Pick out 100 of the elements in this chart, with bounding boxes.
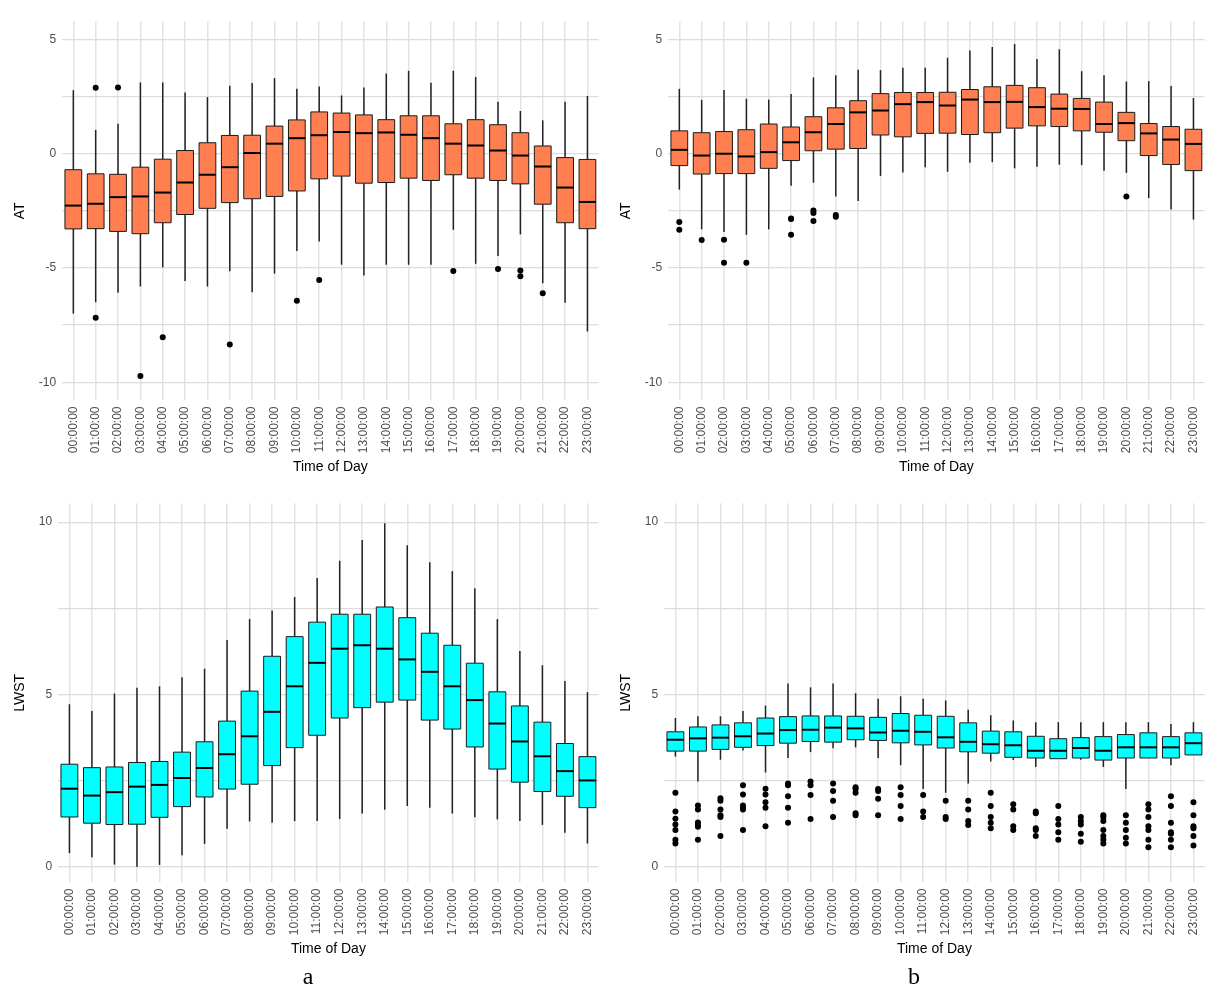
x-tick-label: 22:00:00 xyxy=(1163,406,1178,454)
x-tick-label: 04:00:00 xyxy=(155,406,170,454)
text: b xyxy=(908,962,920,990)
y-tick-label: 0 xyxy=(45,859,53,874)
y-tick-label: 5 xyxy=(655,31,663,46)
x-tick-label: 04:00:00 xyxy=(761,406,776,454)
x-tick-label: 19:00:00 xyxy=(489,888,504,936)
x-tick-label: 19:00:00 xyxy=(1095,888,1110,936)
y-axis-title: AT xyxy=(11,201,28,220)
x-tick-label: 00:00:00 xyxy=(65,406,80,454)
x-tick-label: 18:00:00 xyxy=(1073,406,1088,454)
x-tick-label: 17:00:00 xyxy=(1051,406,1066,454)
x-tick-label: 10:00:00 xyxy=(895,406,910,454)
x-tick-label: 20:00:00 xyxy=(512,406,527,454)
x-tick-label: 23:00:00 xyxy=(579,888,594,936)
x-tick-label: 15:00:00 xyxy=(1006,406,1021,454)
x-tick-label: 23:00:00 xyxy=(1185,406,1200,454)
x-tick-label: 11:00:00 xyxy=(917,406,932,453)
x-tick-label: 02:00:00 xyxy=(110,406,125,454)
x-tick-label: 07:00:00 xyxy=(828,406,843,454)
x-tick-label: 19:00:00 xyxy=(1096,406,1111,454)
x-tick-label: 14:00:00 xyxy=(378,406,393,454)
y-tick-label: 10 xyxy=(38,514,53,529)
x-tick-label: 19:00:00 xyxy=(490,406,505,454)
x-tick-label: 06:00:00 xyxy=(196,888,211,936)
y-tick-label: 0 xyxy=(655,146,663,161)
x-tick-label: 22:00:00 xyxy=(557,406,572,454)
x-tick-label: 07:00:00 xyxy=(219,888,234,936)
x-tick-label: 21:00:00 xyxy=(1140,888,1155,936)
x-tick-label: 09:00:00 xyxy=(264,888,279,936)
x-tick-label: 01:00:00 xyxy=(87,406,102,454)
y-tick-label: -10 xyxy=(644,374,663,389)
x-tick-label: 16:00:00 xyxy=(423,406,438,454)
x-tick-label: 02:00:00 xyxy=(712,888,727,936)
x-tick-label: 12:00:00 xyxy=(938,888,952,936)
x-tick-label: 11:00:00 xyxy=(309,888,324,935)
x-tick-label: 12:00:00 xyxy=(939,406,954,454)
x-tick-label: 13:00:00 xyxy=(962,406,977,454)
x-tick-label: 11:00:00 xyxy=(915,888,930,935)
x-tick-label: 08:00:00 xyxy=(241,888,256,936)
y-tick-label: 0 xyxy=(651,859,659,874)
x-tick-label: 13:00:00 xyxy=(354,888,369,936)
x-tick-label: 05:00:00 xyxy=(177,406,192,454)
x-tick-label: 05:00:00 xyxy=(783,406,798,454)
x-axis-title: Time of Day xyxy=(898,458,974,475)
x-tick-label: 05:00:00 xyxy=(174,888,189,936)
x-tick-label: 18:00:00 xyxy=(467,888,482,936)
x-tick-label: 14:00:00 xyxy=(984,406,999,454)
x-tick-label: 06:00:00 xyxy=(805,406,820,454)
x-tick-label: 03:00:00 xyxy=(132,406,147,454)
x-tick-label: 22:00:00 xyxy=(557,888,572,936)
x-tick-label: 16:00:00 xyxy=(1029,406,1044,454)
x-tick-label: 09:00:00 xyxy=(872,406,887,454)
x-axis-title: Time of Day xyxy=(896,940,972,957)
x-tick-label: 13:00:00 xyxy=(960,888,975,936)
y-tick-label: 5 xyxy=(45,686,53,701)
x-tick-label: 00:00:00 xyxy=(61,888,76,936)
y-axis-title: AT xyxy=(617,201,634,220)
text: a xyxy=(302,962,314,990)
x-tick-label: 01:00:00 xyxy=(693,406,708,454)
x-tick-label: 01:00:00 xyxy=(84,888,99,936)
x-tick-label: 22:00:00 xyxy=(1163,888,1178,936)
x-tick-label: 17:00:00 xyxy=(1050,888,1065,936)
x-tick-label: 08:00:00 xyxy=(847,888,862,936)
x-tick-label: 00:00:00 xyxy=(667,888,682,936)
x-tick-label: 21:00:00 xyxy=(535,406,550,454)
x-tick-label: 03:00:00 xyxy=(735,888,750,936)
x-tick-label: 01:00:00 xyxy=(690,888,705,936)
y-tick-label: -10 xyxy=(38,374,57,389)
x-tick-label: 17:00:00 xyxy=(445,406,460,454)
y-tick-label: -5 xyxy=(45,260,57,275)
x-tick-label: 08:00:00 xyxy=(850,406,865,454)
y-tick-label: -5 xyxy=(651,260,663,275)
x-tick-label: 14:00:00 xyxy=(377,888,392,936)
x-tick-label: 06:00:00 xyxy=(199,406,214,454)
y-axis-title: LWST xyxy=(11,673,28,712)
x-tick-label: 06:00:00 xyxy=(802,888,817,936)
y-axis-title: LWST xyxy=(617,673,634,712)
y-tick-label: 10 xyxy=(644,514,659,529)
x-tick-label: 00:00:00 xyxy=(671,406,686,454)
x-tick-label: 07:00:00 xyxy=(222,406,237,454)
x-tick-label: 18:00:00 xyxy=(1073,888,1088,936)
x-tick-label: 11:00:00 xyxy=(311,406,326,453)
x-tick-label: 03:00:00 xyxy=(738,406,753,454)
y-tick-label: 0 xyxy=(49,146,57,161)
x-tick-label: 23:00:00 xyxy=(1185,888,1200,936)
x-tick-label: 07:00:00 xyxy=(825,888,840,936)
x-tick-label: 10:00:00 xyxy=(289,406,304,454)
y-tick-label: 5 xyxy=(49,31,57,46)
x-tick-label: 02:00:00 xyxy=(106,888,121,936)
x-tick-label: 15:00:00 xyxy=(1005,888,1020,936)
x-tick-label: 20:00:00 xyxy=(1118,888,1133,936)
x-tick-label: 15:00:00 xyxy=(399,888,414,936)
x-tick-label: 09:00:00 xyxy=(870,888,885,936)
x-tick-label: 16:00:00 xyxy=(1028,888,1043,936)
x-tick-label: 08:00:00 xyxy=(244,406,259,454)
x-axis-title: Time of Day xyxy=(292,458,368,475)
x-tick-label: 23:00:00 xyxy=(579,406,594,454)
x-tick-label: 20:00:00 xyxy=(512,888,527,936)
x-tick-label: 12:00:00 xyxy=(333,406,348,454)
